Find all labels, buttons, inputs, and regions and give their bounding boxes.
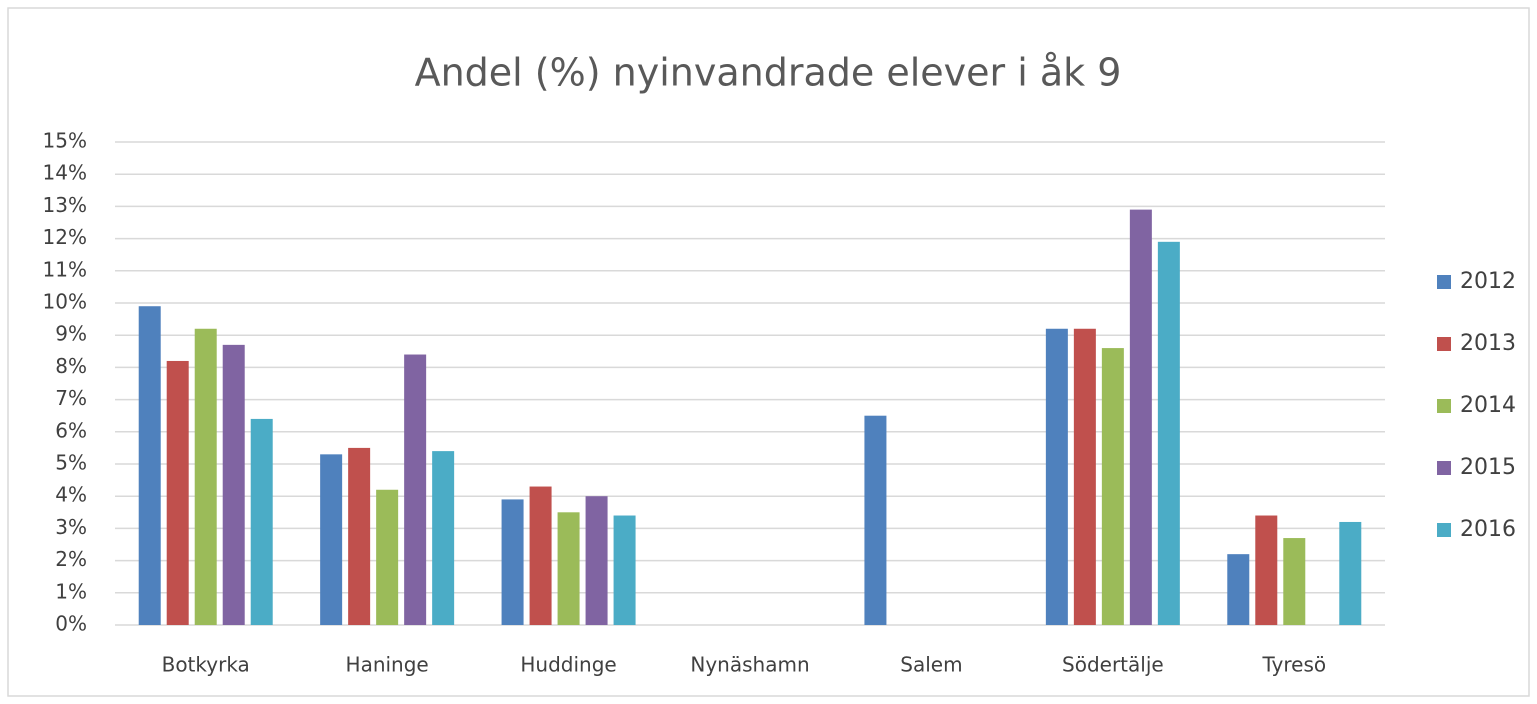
bar (1339, 521, 1362, 625)
bar (404, 354, 427, 625)
x-tick-label: Haninge (346, 653, 429, 677)
y-tick-label: 5% (55, 451, 87, 475)
bar (166, 360, 189, 625)
bar (348, 447, 371, 625)
y-tick-label: 13% (43, 193, 87, 217)
bar (194, 328, 217, 625)
bar (1129, 209, 1152, 625)
bar (1227, 554, 1250, 625)
y-tick-label: 0% (55, 612, 87, 636)
legend-label: 2015 (1460, 455, 1516, 480)
y-tick-label: 6% (55, 418, 87, 442)
legend-label: 2012 (1460, 269, 1516, 294)
legend-label: 2016 (1460, 517, 1516, 542)
bar (1283, 538, 1306, 625)
bar (864, 415, 887, 625)
legend-swatch (1437, 461, 1451, 475)
bar (1073, 328, 1096, 625)
bar (376, 489, 399, 625)
y-tick-label: 1% (55, 579, 87, 603)
bar (585, 496, 608, 625)
y-tick-label: 10% (43, 290, 87, 314)
y-tick-label: 3% (55, 515, 87, 539)
bar (432, 451, 455, 625)
legend-swatch (1437, 275, 1451, 289)
y-tick-label: 11% (43, 257, 87, 281)
x-tick-label: Nynäshamn (690, 653, 809, 677)
legend-label: 2014 (1460, 393, 1516, 418)
bar (1255, 515, 1278, 625)
y-tick-label: 15% (43, 129, 87, 153)
x-tick-label: Salem (900, 653, 962, 677)
bar (1101, 348, 1124, 625)
y-tick-label: 4% (55, 483, 87, 507)
bar (138, 306, 161, 625)
x-tick-label: Södertälje (1062, 653, 1164, 677)
legend-swatch (1437, 523, 1451, 537)
y-tick-label: 9% (55, 322, 87, 346)
x-tick-label: Tyresö (1261, 653, 1326, 677)
y-tick-label: 7% (55, 386, 87, 410)
bar (1157, 241, 1180, 625)
bar (1045, 328, 1068, 625)
y-tick-label: 8% (55, 354, 87, 378)
bar (557, 512, 580, 625)
bar (501, 499, 524, 625)
y-tick-label: 2% (55, 547, 87, 571)
legend-swatch (1437, 399, 1451, 413)
x-tick-label: Botkyrka (162, 653, 250, 677)
bar (529, 486, 552, 625)
chart-title: Andel (%) nyinvandrade elever i åk 9 (415, 51, 1122, 95)
y-tick-label: 12% (43, 225, 87, 249)
bar (320, 454, 343, 625)
x-tick-label: Huddinge (520, 653, 616, 677)
bar (250, 418, 273, 625)
legend-swatch (1437, 337, 1451, 351)
bar (222, 344, 245, 625)
legend-label: 2013 (1460, 331, 1516, 356)
bar (613, 515, 636, 625)
y-tick-label: 14% (43, 161, 87, 185)
